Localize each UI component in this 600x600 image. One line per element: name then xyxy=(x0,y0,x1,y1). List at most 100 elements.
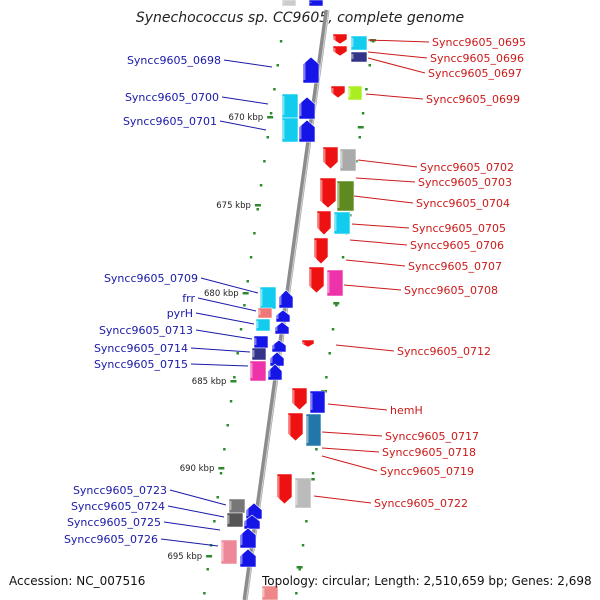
gene-feature xyxy=(322,146,339,170)
scale-tick xyxy=(218,467,225,470)
gene-feature xyxy=(298,119,316,143)
gene-feature xyxy=(319,177,337,209)
scale-dot xyxy=(236,352,239,355)
gene-feature xyxy=(251,347,267,361)
right-gene-label: hemH xyxy=(390,404,423,417)
gene-feature xyxy=(220,539,238,565)
gene-feature xyxy=(309,390,326,414)
gene-feature xyxy=(281,0,297,7)
scale-dot xyxy=(298,568,301,571)
gene-feature xyxy=(239,548,257,568)
scale-tick xyxy=(206,555,213,558)
gene-feature xyxy=(255,318,271,332)
label-connector xyxy=(160,538,219,547)
label-connector xyxy=(195,312,255,325)
right-gene-label: Syncc9605_0696 xyxy=(430,52,524,65)
gene-feature xyxy=(332,45,348,57)
gene-feature xyxy=(298,96,316,120)
label-connector xyxy=(197,297,257,312)
gene-feature xyxy=(336,180,355,212)
scale-dot xyxy=(213,520,216,523)
label-connector xyxy=(169,489,227,506)
gene-feature xyxy=(287,412,304,442)
scale-dot xyxy=(253,232,256,235)
label-connector xyxy=(351,223,410,229)
scale-dot xyxy=(239,328,243,331)
scale-dot xyxy=(226,424,229,427)
left-gene-label: Syncc9605_0724 xyxy=(71,500,165,513)
right-gene-label: Syncc9605_0704 xyxy=(416,197,510,210)
left-gene-label: pyrH xyxy=(167,307,193,320)
scale-dot xyxy=(216,496,219,499)
scale-tick xyxy=(333,302,340,305)
label-connector xyxy=(195,329,253,340)
scale-tick xyxy=(357,126,364,129)
scale-dot xyxy=(315,448,318,451)
right-gene-label: Syncc9605_0708 xyxy=(404,284,498,297)
label-connector xyxy=(353,195,414,204)
scale-dot xyxy=(279,40,283,43)
label-connector xyxy=(327,403,388,411)
gene-feature xyxy=(291,387,308,411)
gene-feature xyxy=(333,211,351,235)
scale-dot xyxy=(341,256,345,259)
scale-dot xyxy=(335,304,338,307)
left-gene-label: Syncc9605_0700 xyxy=(125,91,219,104)
scale-dot xyxy=(361,112,365,115)
scale-dot xyxy=(301,544,305,547)
scale-label: 690 kbp xyxy=(180,464,215,474)
gene-feature xyxy=(313,237,329,265)
scale-tick xyxy=(254,204,261,207)
right-gene-label: Syncc9605_0703 xyxy=(418,176,512,189)
scale-tick xyxy=(267,116,274,119)
label-connector xyxy=(190,347,251,353)
scale-tick xyxy=(242,292,249,295)
gene-feature xyxy=(308,266,325,294)
gene-feature xyxy=(259,286,277,310)
label-connector xyxy=(357,159,418,168)
gene-feature xyxy=(278,289,294,309)
left-gene-label: Syncc9605_0698 xyxy=(127,54,221,67)
scale-dot xyxy=(331,328,335,331)
right-gene-label: Syncc9605_0695 xyxy=(432,36,526,49)
scale-dot xyxy=(295,592,298,595)
label-connector xyxy=(321,455,378,472)
scale-dot xyxy=(368,64,371,67)
gene-feature xyxy=(305,413,322,447)
scale-dot xyxy=(219,472,223,475)
gene-feature xyxy=(281,117,299,143)
scale-dot xyxy=(203,592,206,595)
scale-dot xyxy=(223,448,226,451)
scale-dot xyxy=(233,376,236,379)
label-connector xyxy=(321,447,380,453)
scale-dot xyxy=(229,400,233,403)
gene-feature xyxy=(226,512,244,528)
scale-dot xyxy=(249,256,253,259)
gene-feature xyxy=(326,269,344,297)
gene-feature xyxy=(249,360,267,382)
left-gene-label: Syncc9605_0714 xyxy=(94,342,188,355)
left-gene-label: frr xyxy=(182,292,195,305)
gene-feature xyxy=(294,477,312,509)
scale-dot xyxy=(266,136,269,139)
right-gene-label: Syncc9605_0718 xyxy=(382,446,476,459)
left-gene-label: Syncc9605_0709 xyxy=(104,272,198,285)
right-gene-label: Syncc9605_0706 xyxy=(410,239,504,252)
label-connector xyxy=(343,284,402,291)
scale-label: 675 kbp xyxy=(216,201,251,211)
scale-dot xyxy=(263,160,266,163)
gene-feature xyxy=(301,339,315,348)
left-gene-label: Syncc9605_0725 xyxy=(67,516,161,529)
right-gene-label: Syncc9605_0722 xyxy=(374,497,468,510)
label-connector xyxy=(190,363,249,367)
scale-dot xyxy=(311,472,315,475)
label-connector xyxy=(355,177,416,183)
gene-feature xyxy=(261,585,279,600)
label-connector xyxy=(335,344,395,352)
gene-feature xyxy=(347,85,363,101)
scale-dot xyxy=(273,88,276,91)
right-gene-label: Syncc9605_0719 xyxy=(380,465,474,478)
right-gene-label: Syncc9605_0699 xyxy=(426,93,520,106)
label-connector xyxy=(367,57,426,74)
scale-dot xyxy=(256,208,259,211)
